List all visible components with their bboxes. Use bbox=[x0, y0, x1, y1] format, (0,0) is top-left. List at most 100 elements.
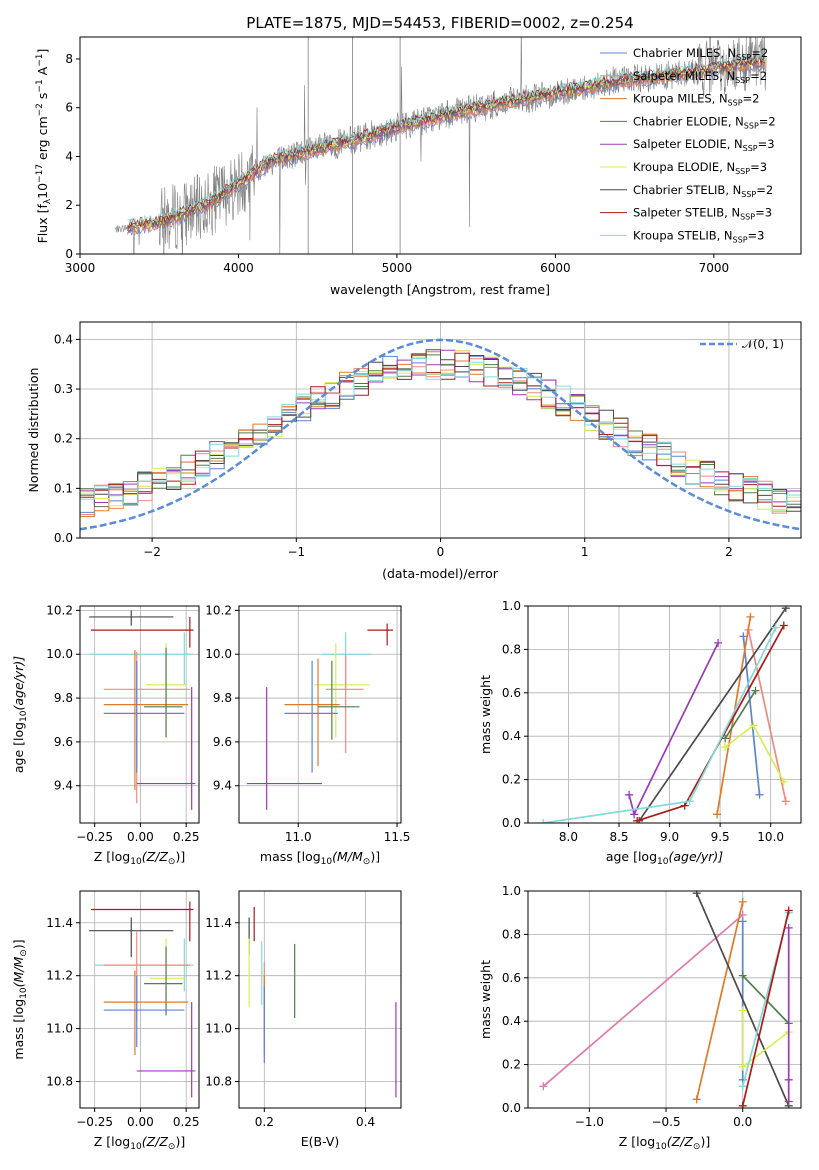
weight-vs-age-marker-5-2 bbox=[779, 777, 788, 786]
residual-ytick-label-0: 0.0 bbox=[54, 531, 73, 545]
age-vs-z-ytick-label-1: 9.6 bbox=[54, 735, 73, 749]
legend-label-kroupa_miles: Kroupa MILES, NSSP=2 bbox=[633, 92, 759, 108]
mass-vs-z-ylabel: mass [log10(M/M⊙)] bbox=[11, 939, 29, 1059]
mass-vs-z-errorbar-chabrier_miles bbox=[103, 975, 185, 1048]
age-vs-z-ylabel: age [log10(age/yr)] bbox=[11, 656, 29, 773]
weight-vs-z-marker-7-0 bbox=[738, 1101, 747, 1108]
mass-vs-z-errorbar-salpeter_elodie bbox=[136, 1002, 196, 1098]
weight-vs-z-line-0 bbox=[542, 914, 744, 1087]
weight-vs-z-xtick-label-0: −1.0 bbox=[575, 1115, 604, 1129]
weight-vs-age-marker-7-1 bbox=[680, 801, 689, 810]
weight-vs-z-series-salpeter_elodie bbox=[784, 923, 793, 1106]
residual-histograms bbox=[80, 338, 801, 538]
age-vs-mass-xtick-label-1: 11.5 bbox=[384, 830, 411, 844]
mass-vs-z-errorbar-kroupa_elodie bbox=[149, 938, 187, 1008]
age-vs-mass-errorbar-chabrier_elodie bbox=[318, 660, 360, 740]
weight-vs-age-frame bbox=[527, 605, 802, 824]
mass-vs-z-xtick-label-1: 0.00 bbox=[127, 1115, 154, 1129]
weight-vs-z-xtick-label-1: −0.5 bbox=[651, 1115, 680, 1129]
weight-vs-z-series-kroupa_miles bbox=[692, 897, 747, 1104]
age-vs-z-errorbar-kroupa_miles bbox=[103, 649, 189, 791]
weight-vs-age-series-chabrier_elodie bbox=[721, 686, 760, 743]
weight-vs-age-xtick-label-4: 10.0 bbox=[757, 830, 784, 844]
weight-vs-age-marker-5-0 bbox=[721, 743, 730, 752]
weight-vs-age-marker-6-1 bbox=[781, 606, 790, 613]
age-vs-z-errorbars bbox=[89, 610, 196, 810]
weight-vs-z-ytick-label-5: 1.0 bbox=[502, 884, 521, 898]
spectrum-ytick-label-3: 6 bbox=[65, 101, 73, 115]
spectrum-xtick-label-2: 5000 bbox=[382, 261, 413, 275]
mass-vs-z-xlabel: Z [log10(Z/Z⊙)] bbox=[94, 1134, 185, 1152]
age-vs-z-errorbar-salpeter_stelib bbox=[90, 616, 194, 648]
weight-vs-age-series-kroupa_elodie bbox=[721, 721, 788, 786]
residual-hist-kroupa_stelib bbox=[80, 358, 801, 538]
weight-vs-z-ylabel: mass weight bbox=[478, 960, 493, 1039]
age-vs-z-xtick-label-2: 0.25 bbox=[173, 830, 200, 844]
weight-vs-age-ytick-label-0: 0.0 bbox=[502, 816, 521, 830]
weight-vs-age-marker-4-0 bbox=[625, 790, 634, 799]
mass-vs-z-xtick-label-0: −0.25 bbox=[76, 1115, 113, 1129]
weight-vs-z-marker-6-0 bbox=[738, 1082, 747, 1091]
mass-vs-z-panel: −0.25 0.00 0.25 10.8 11.0 11.2 11.4 Z [log10(Z/… bbox=[11, 890, 200, 1152]
weight-vs-z-line-3 bbox=[695, 892, 790, 1107]
weight-vs-z-ytick-label-1: 0.2 bbox=[502, 1058, 521, 1072]
age-vs-mass-ytick-label-2: 9.8 bbox=[213, 691, 232, 705]
spectrum-frame bbox=[79, 36, 802, 255]
legend-label-kroupa_stelib: Kroupa STELIB, NSSP=3 bbox=[633, 228, 764, 244]
weight-vs-age-line-6 bbox=[638, 607, 787, 822]
mass-vs-z-errorbar-salpeter_stelib bbox=[90, 901, 194, 942]
residual-ytick-label-2: 0.2 bbox=[54, 432, 73, 446]
spectrum-xtick-label-0: 3000 bbox=[65, 261, 96, 275]
mass-vs-ebv-xlabel: E(B-V) bbox=[301, 1134, 340, 1149]
model-line-chabrier_miles bbox=[127, 64, 766, 236]
age-vs-mass-ytick-label-4: 10.2 bbox=[205, 603, 232, 617]
weight-vs-age-ytick-label-3: 0.6 bbox=[502, 686, 521, 700]
residual-ytick-label-4: 0.4 bbox=[54, 332, 73, 346]
residual-xtick-label-2: 0 bbox=[437, 545, 445, 559]
weight-vs-age-ylabel: mass weight bbox=[478, 675, 493, 754]
spectrum-lines bbox=[114, 37, 767, 254]
weight-vs-age-marker-5-1 bbox=[749, 721, 758, 730]
age-vs-mass-ytick-label-0: 9.4 bbox=[213, 779, 232, 793]
weight-vs-z-series-salpeter_stelib bbox=[738, 906, 793, 1108]
weight-vs-z-series bbox=[539, 891, 793, 1108]
weight-vs-z-ytick-label-3: 0.6 bbox=[502, 971, 521, 985]
age-vs-mass-errorbar-salpeter_stelib bbox=[367, 623, 394, 646]
weight-vs-age-line-0 bbox=[742, 636, 761, 795]
age-vs-mass-frame bbox=[238, 605, 402, 824]
age-vs-mass-errorbar-salpeter_elodie bbox=[246, 687, 322, 810]
weight-vs-z-marker-5-0 bbox=[738, 1006, 747, 1015]
residual-ylabel: Normed distribution bbox=[26, 368, 41, 493]
weight-vs-age-marker-0-1 bbox=[755, 790, 764, 799]
mass-vs-z-errorbar-kroupa_miles bbox=[103, 970, 189, 1056]
weight-vs-z-marker-7-1 bbox=[784, 906, 793, 915]
weight-vs-age-marker-1-1 bbox=[781, 797, 790, 806]
residual-xlabel: (data-model)/error bbox=[382, 566, 499, 581]
weight-vs-z-xtick-label-2: 0.0 bbox=[733, 1115, 752, 1129]
legend-label-chabrier_stelib: Chabrier STELIB, NSSP=2 bbox=[633, 183, 773, 199]
residual-xtick-label-1: −1 bbox=[287, 545, 305, 559]
mass-vs-ebv-ytick-label-2: 11.2 bbox=[205, 969, 232, 983]
legend-label-salpeter_elodie: Salpeter ELODIE, NSSP=3 bbox=[633, 137, 775, 153]
weight-vs-z-line-1 bbox=[695, 901, 744, 1100]
spectrum-xtick-label-4: 7000 bbox=[699, 261, 730, 275]
mass-vs-z-errorbar-chabrier_stelib bbox=[89, 917, 174, 958]
normal-curve bbox=[80, 338, 801, 531]
residual-frame bbox=[79, 321, 802, 539]
weight-vs-z-line-7 bbox=[741, 910, 790, 1106]
legend-label-chabrier_elodie: Chabrier ELODIE, NSSP=2 bbox=[633, 114, 776, 130]
legend-label-salpeter_miles: Salpeter MILES, NSSP=2 bbox=[633, 69, 767, 85]
weight-vs-z-series-kroupa_elodie bbox=[738, 1006, 793, 1071]
normal-legend-label: 𝒩(0, 1) bbox=[742, 337, 784, 351]
weight-vs-age-series-salpeter_stelib bbox=[633, 621, 788, 823]
residual-legend: 𝒩(0, 1) bbox=[700, 337, 784, 351]
age-vs-z-panel: −0.25 0.00 0.25 9.4 9.6 9.8 10.0 10.2 Z [log10(Z… bbox=[11, 603, 200, 867]
model-line-chabrier_stelib bbox=[127, 54, 766, 228]
weight-vs-age-series-salpeter_elodie bbox=[625, 638, 723, 819]
weight-vs-age-ytick-label-2: 0.4 bbox=[502, 729, 521, 743]
age-vs-mass-errorbar-kroupa_stelib bbox=[321, 632, 372, 685]
mass-vs-z-ytick-label-0: 10.8 bbox=[46, 1075, 73, 1089]
age-vs-z-ytick-label-0: 9.4 bbox=[54, 779, 73, 793]
residual-ytick-label-1: 0.1 bbox=[54, 481, 73, 495]
legend-label-salpeter_stelib: Salpeter STELIB, NSSP=3 bbox=[633, 206, 772, 222]
